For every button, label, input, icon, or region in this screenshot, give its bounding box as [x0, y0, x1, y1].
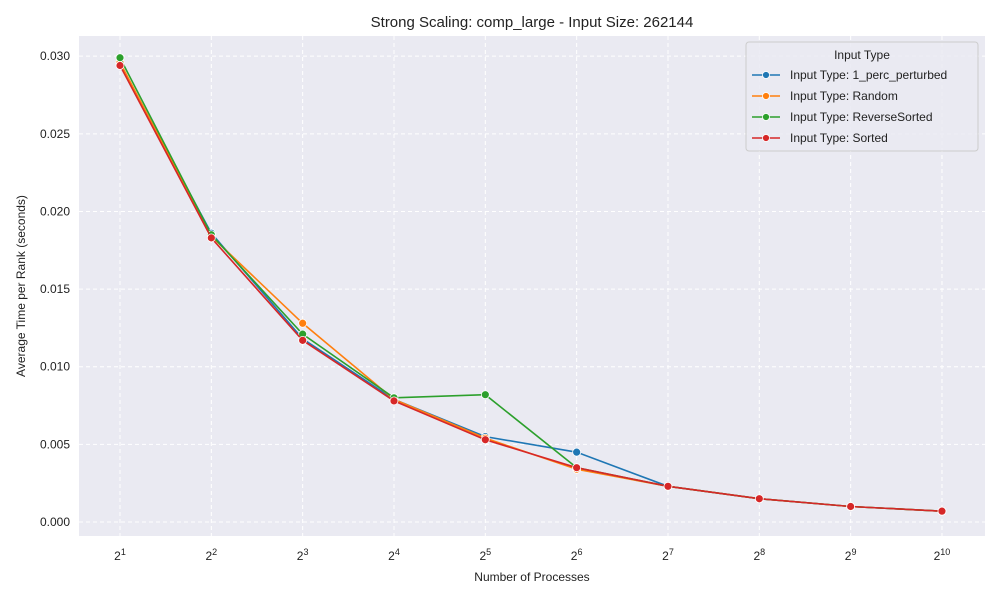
data-point — [480, 435, 490, 445]
x-tick-label: 26 — [571, 547, 583, 563]
legend-swatch-marker — [762, 92, 770, 100]
data-point — [572, 447, 582, 457]
grid — [79, 36, 985, 536]
x-axis-label: Number of Processes — [474, 570, 589, 584]
legend-swatch-marker — [762, 134, 770, 142]
legend-box — [745, 41, 979, 152]
x-tick-base: 2 — [388, 549, 395, 563]
x-tick-label: 21 — [114, 547, 126, 563]
data-point — [937, 506, 947, 516]
legend-entry: Input Type: ReverseSorted — [752, 110, 933, 124]
y-tick-label: 0.010 — [40, 360, 70, 374]
x-tick-exponent: 1 — [121, 547, 126, 557]
data-point — [206, 233, 216, 243]
legend-entry: Input Type: 1_perc_perturbed — [752, 68, 947, 82]
data-point — [298, 318, 308, 328]
x-tick-exponent: 2 — [212, 547, 217, 557]
x-tick-label: 24 — [388, 547, 400, 563]
y-tick-label: 0.030 — [40, 49, 70, 63]
x-tick-base: 2 — [845, 549, 852, 563]
x-tick-label: 27 — [662, 547, 674, 563]
x-tick-base: 2 — [297, 549, 304, 563]
data-point — [115, 61, 125, 70]
legend: Input Type Input Type: 1_perc_perturbed In… — [745, 41, 979, 152]
series-group — [115, 61, 947, 516]
series-line — [119, 65, 943, 512]
y-tick-label: 0.015 — [40, 282, 70, 296]
legend-entry: Input Type: Sorted — [752, 131, 888, 145]
x-tick-label: 25 — [479, 547, 491, 563]
x-tick-base: 2 — [753, 549, 760, 563]
legend-label: Input Type: Random — [790, 89, 898, 103]
x-tick-base: 2 — [205, 549, 212, 563]
data-point — [115, 53, 125, 63]
legend-label: Input Type: 1_perc_perturbed — [790, 68, 947, 82]
data-point — [572, 463, 582, 473]
x-tick-exponent: 3 — [303, 547, 308, 557]
legend-title: Input Type — [834, 48, 890, 62]
x-tick-label: 29 — [845, 547, 857, 563]
legend-label: Input Type: ReverseSorted — [790, 110, 933, 124]
data-point — [480, 390, 490, 400]
x-tick-base: 2 — [934, 549, 941, 563]
x-tick-exponent: 6 — [577, 547, 582, 557]
data-point — [389, 396, 399, 406]
x-tick-base: 2 — [571, 549, 578, 563]
chart-title: Strong Scaling: comp_large - Input Size:… — [371, 14, 694, 31]
x-tick-exponent: 4 — [395, 547, 400, 557]
x-tick-base: 2 — [479, 549, 486, 563]
x-tick-exponent: 7 — [669, 547, 674, 557]
axes-text: 21 22 23 24 25 26 27 28 29 2100.0000.0050.0100.01… — [40, 49, 950, 563]
x-tick-exponent: 9 — [851, 547, 856, 557]
data-point — [663, 481, 673, 491]
y-axis-label: Average Time per Rank (seconds) — [14, 195, 28, 377]
x-tick-base: 2 — [662, 549, 669, 563]
x-tick-label: 210 — [934, 547, 951, 563]
x-tick-exponent: 5 — [486, 547, 491, 557]
legend-entry: Input Type: Random — [752, 89, 898, 103]
x-tick-label: 23 — [297, 547, 309, 563]
legend-swatch-marker — [762, 113, 770, 121]
y-tick-label: 0.025 — [40, 127, 70, 141]
x-tick-exponent: 10 — [940, 547, 950, 557]
legend-label: Input Type: Sorted — [790, 131, 888, 145]
y-tick-label: 0.000 — [40, 515, 70, 529]
x-tick-base: 2 — [114, 549, 121, 563]
x-tick-label: 22 — [205, 547, 217, 563]
y-tick-label: 0.005 — [40, 437, 70, 451]
data-point — [846, 502, 856, 511]
data-point — [754, 494, 764, 504]
series-layer — [115, 53, 947, 516]
y-tick-label: 0.020 — [40, 204, 70, 218]
x-tick-label: 28 — [753, 547, 765, 563]
data-point — [298, 335, 308, 345]
x-tick-exponent: 8 — [760, 547, 765, 557]
legend-swatch-marker — [762, 71, 770, 79]
